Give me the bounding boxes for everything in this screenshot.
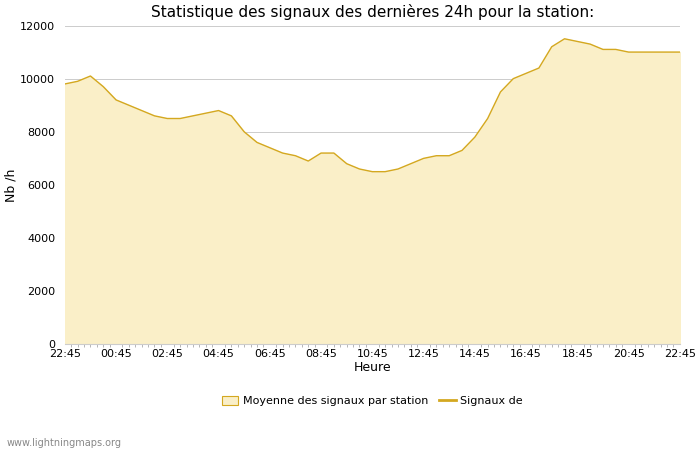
Title: Statistique des signaux des dernières 24h pour la station:: Statistique des signaux des dernières 24…	[150, 4, 594, 20]
X-axis label: Heure: Heure	[354, 360, 391, 374]
Legend: Moyenne des signaux par station, Signaux de: Moyenne des signaux par station, Signaux…	[217, 392, 527, 411]
Text: www.lightningmaps.org: www.lightningmaps.org	[7, 438, 122, 448]
Y-axis label: Nb /h: Nb /h	[4, 168, 18, 202]
